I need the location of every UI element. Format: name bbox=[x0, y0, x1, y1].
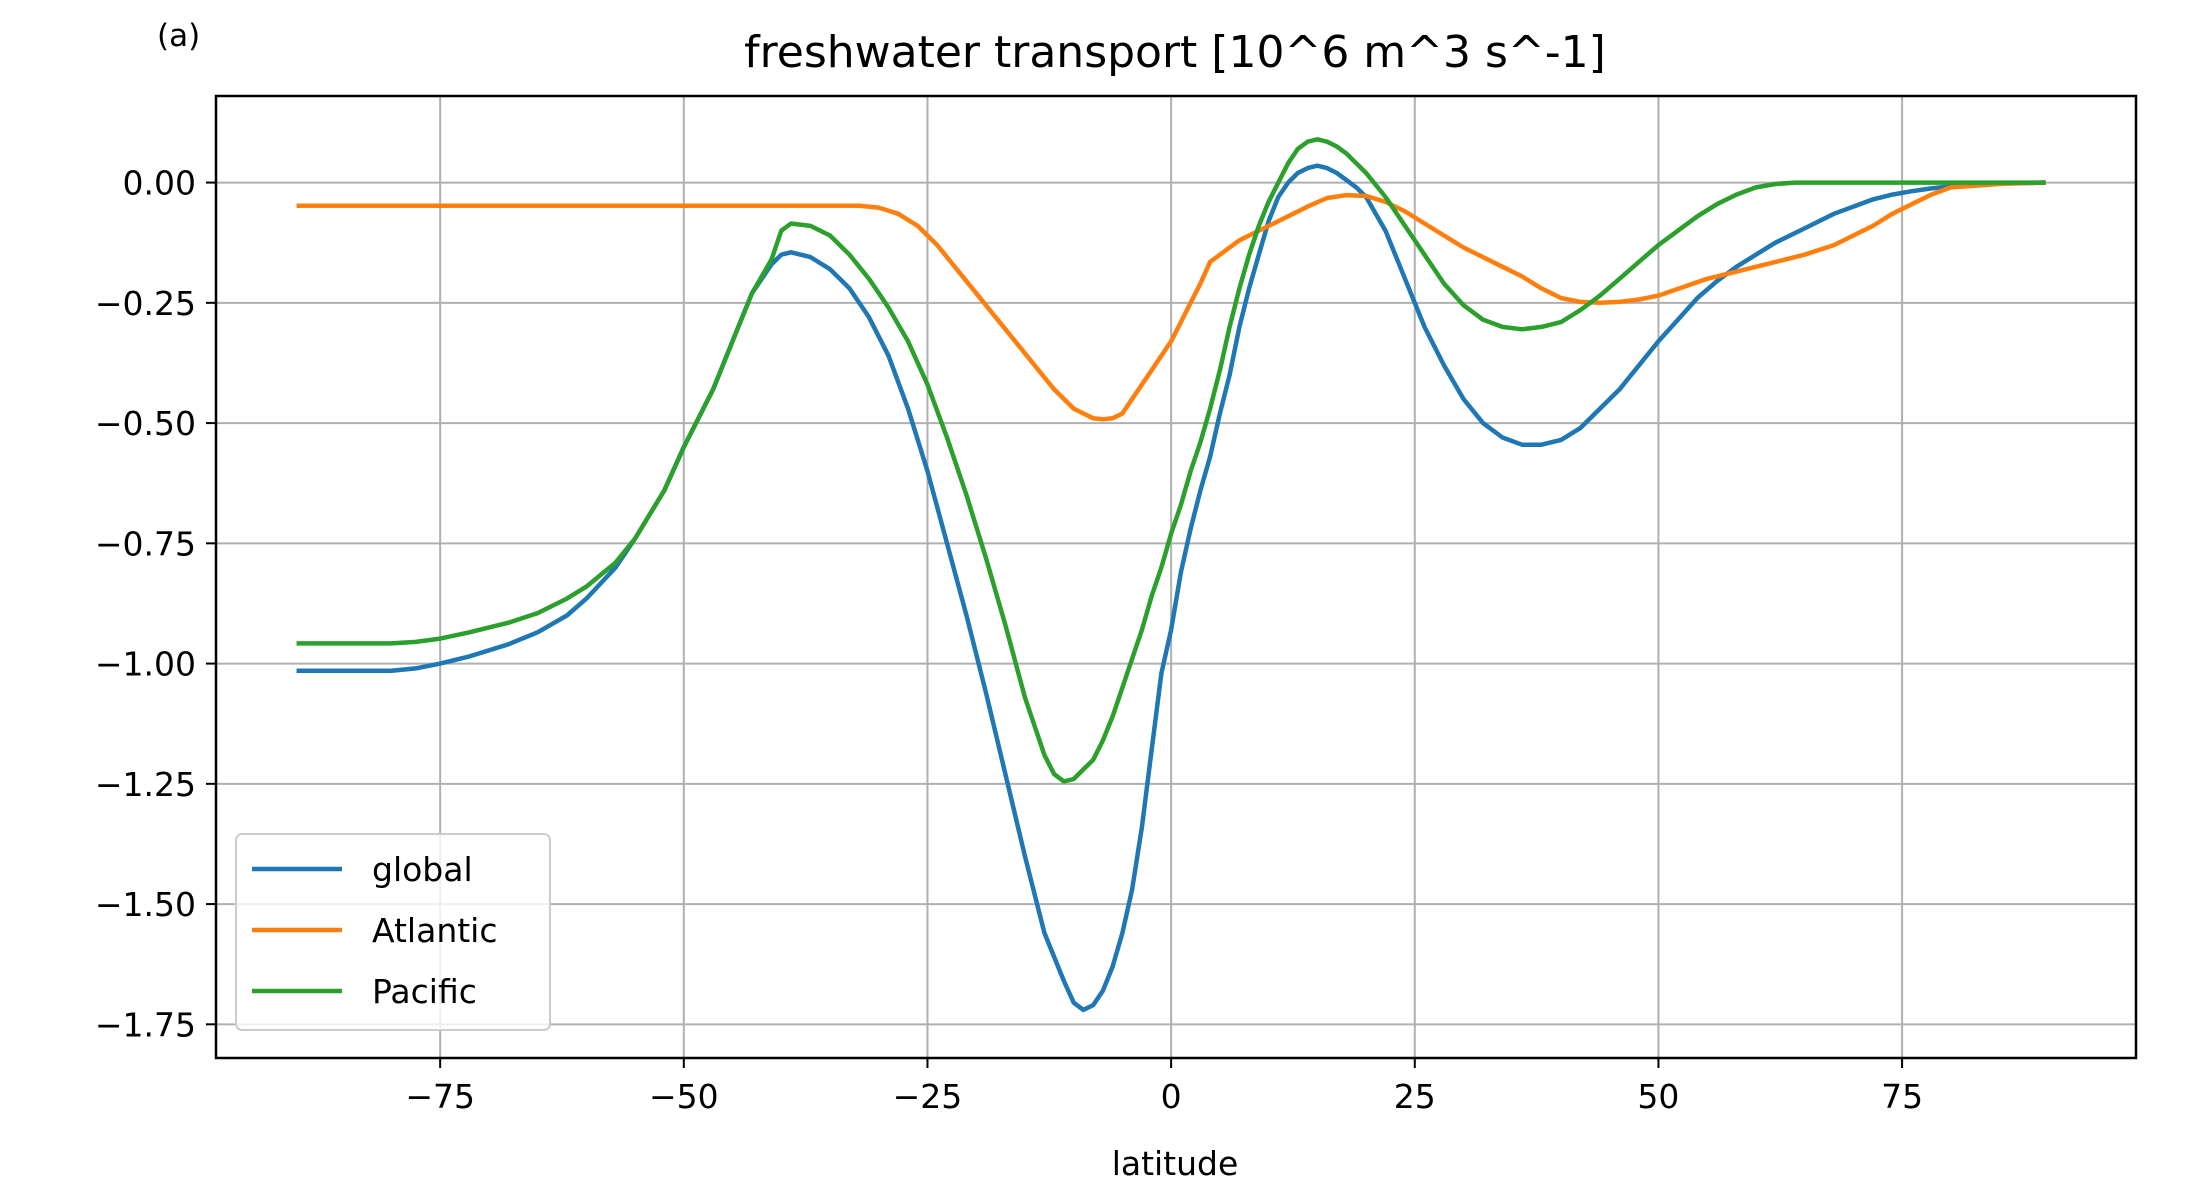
series-line-pacific bbox=[296, 137, 2046, 784]
data-series bbox=[296, 137, 2046, 1013]
y-tick-label: −0.50 bbox=[95, 404, 196, 443]
x-tick-label: −50 bbox=[649, 1077, 719, 1116]
axis-ticks bbox=[206, 181, 1904, 1068]
y-tick-label: 0.00 bbox=[123, 164, 196, 203]
y-tick-label: −0.25 bbox=[95, 284, 196, 323]
plot-frame bbox=[214, 94, 2138, 1060]
y-tick-label: −1.75 bbox=[95, 1005, 196, 1044]
x-tick-label: −75 bbox=[405, 1077, 475, 1116]
x-axis-label: latitude bbox=[1112, 1144, 1239, 1181]
y-tick-label: −1.25 bbox=[95, 765, 196, 804]
chart-title: freshwater transport [10^6 m^3 s^-1] bbox=[744, 27, 1606, 78]
x-tick-label: 0 bbox=[1161, 1077, 1182, 1116]
legend-label-pacific: Pacific bbox=[372, 972, 477, 1011]
panel-label: (a) bbox=[157, 18, 200, 54]
x-tick-label: 50 bbox=[1637, 1077, 1679, 1116]
legend-label-atlantic: Atlantic bbox=[372, 911, 498, 950]
y-tick-label: −0.75 bbox=[95, 524, 196, 563]
legend: global Atlantic Pacific bbox=[235, 833, 551, 1031]
y-tick-label: −1.50 bbox=[95, 885, 196, 924]
y-tick-label: −1.00 bbox=[95, 645, 196, 684]
x-tick-label: 25 bbox=[1394, 1077, 1436, 1116]
x-tick-label: 75 bbox=[1881, 1077, 1923, 1116]
series-line-atlantic bbox=[296, 180, 2046, 422]
legend-label-global: global bbox=[372, 850, 473, 889]
legend-box bbox=[235, 833, 551, 1031]
x-tick-label: −25 bbox=[893, 1077, 963, 1116]
